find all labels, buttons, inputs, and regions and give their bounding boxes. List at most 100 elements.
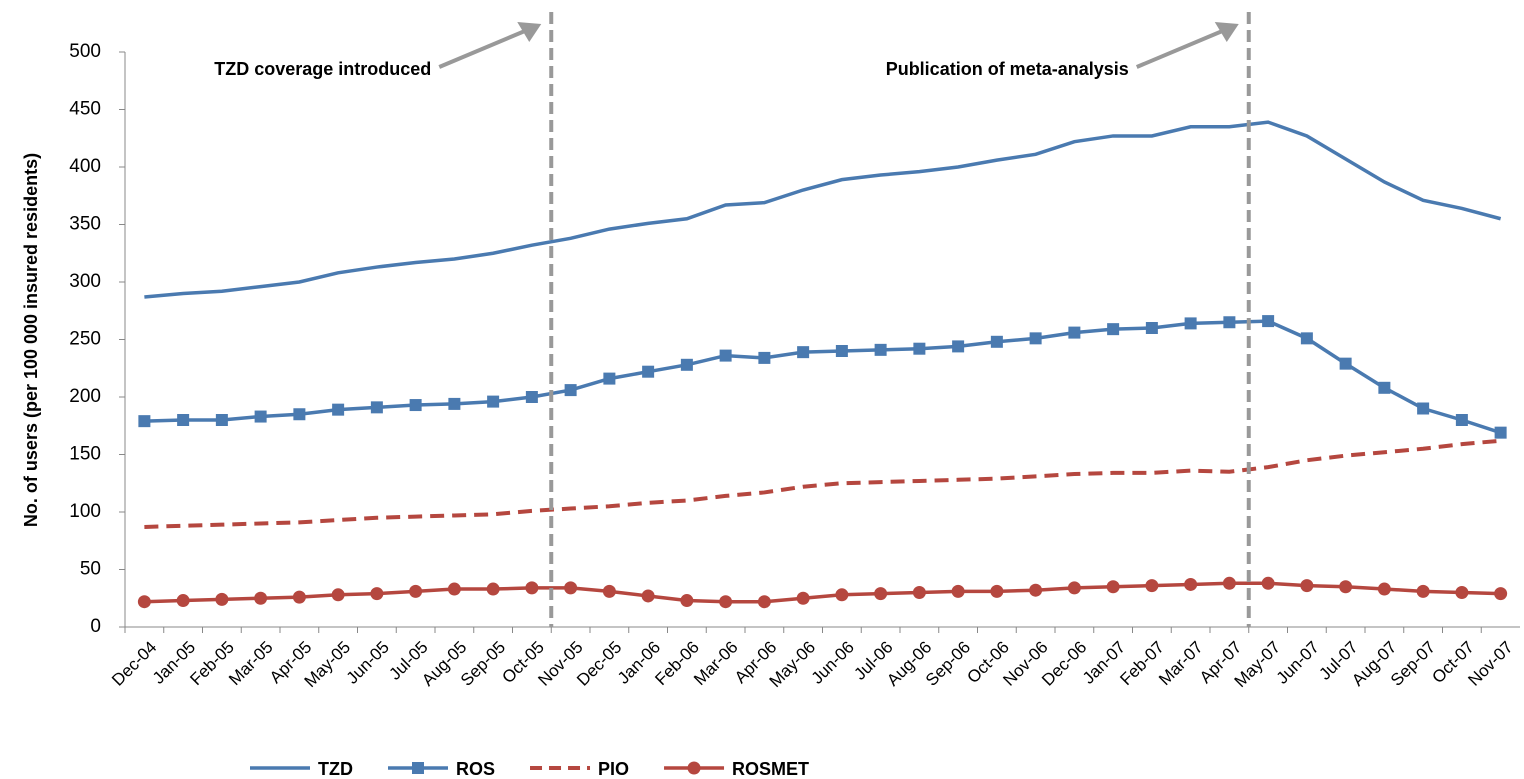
marker bbox=[1107, 323, 1120, 336]
series-line bbox=[144, 319, 1502, 435]
marker bbox=[1339, 580, 1353, 594]
y-tick-label: 150 bbox=[69, 444, 101, 465]
marker bbox=[564, 384, 577, 397]
marker bbox=[215, 414, 228, 426]
marker bbox=[1339, 357, 1352, 370]
marker bbox=[642, 365, 655, 378]
marker bbox=[719, 595, 733, 609]
legend-label: PIO bbox=[598, 759, 629, 779]
marker bbox=[797, 346, 810, 359]
y-tick-label: 200 bbox=[69, 386, 101, 407]
marker bbox=[680, 358, 693, 371]
marker bbox=[1416, 584, 1430, 598]
marker bbox=[758, 351, 771, 364]
marker bbox=[215, 592, 229, 606]
marker bbox=[719, 349, 732, 362]
marker bbox=[176, 594, 190, 608]
marker bbox=[680, 594, 694, 608]
legend-marker bbox=[412, 762, 424, 774]
marker bbox=[1222, 576, 1236, 590]
marker bbox=[137, 595, 151, 609]
annotation: TZD coverage introduced bbox=[214, 59, 431, 79]
marker bbox=[796, 591, 810, 605]
marker bbox=[409, 399, 422, 412]
marker bbox=[370, 587, 384, 601]
y-tick-label: 350 bbox=[69, 214, 101, 235]
marker bbox=[487, 395, 500, 408]
marker bbox=[1300, 332, 1313, 345]
y-tick-label: 50 bbox=[80, 559, 101, 580]
marker bbox=[332, 403, 345, 416]
marker bbox=[1494, 426, 1507, 439]
marker bbox=[331, 588, 345, 602]
x-tick-label: Mar-05 bbox=[225, 638, 277, 690]
series-line bbox=[144, 581, 1501, 604]
marker bbox=[1184, 317, 1197, 330]
marker bbox=[1261, 576, 1275, 590]
marker bbox=[370, 401, 383, 414]
marker bbox=[525, 581, 539, 595]
y-tick-label: 300 bbox=[69, 271, 101, 292]
marker bbox=[603, 372, 616, 385]
marker bbox=[1262, 315, 1275, 328]
marker bbox=[912, 586, 926, 599]
marker bbox=[874, 587, 888, 601]
marker bbox=[1067, 581, 1081, 595]
marker bbox=[1106, 580, 1120, 594]
marker bbox=[1494, 587, 1508, 601]
legend-label: ROS bbox=[456, 759, 495, 779]
y-tick-label: 400 bbox=[69, 156, 101, 177]
marker bbox=[525, 391, 538, 403]
series-line bbox=[144, 438, 1501, 529]
marker bbox=[990, 584, 1004, 598]
marker bbox=[1377, 582, 1391, 596]
marker bbox=[602, 584, 616, 598]
series-line bbox=[144, 120, 1502, 299]
marker bbox=[757, 595, 771, 609]
marker bbox=[1455, 414, 1468, 426]
marker bbox=[835, 588, 849, 602]
marker bbox=[641, 589, 655, 603]
legend-label: ROSMET bbox=[732, 759, 809, 779]
arrow-head bbox=[1214, 22, 1239, 42]
marker bbox=[952, 340, 965, 353]
marker bbox=[254, 591, 268, 605]
legend-marker bbox=[687, 761, 701, 775]
y-tick-label: 0 bbox=[90, 616, 101, 637]
marker bbox=[1068, 326, 1081, 339]
x-tick-label: Jun-07 bbox=[1273, 638, 1323, 688]
marker bbox=[835, 345, 848, 357]
marker bbox=[293, 408, 306, 421]
marker bbox=[1223, 316, 1236, 329]
marker bbox=[447, 582, 461, 596]
marker bbox=[409, 584, 423, 598]
marker bbox=[177, 414, 190, 426]
marker bbox=[1300, 579, 1314, 593]
legend-label: TZD bbox=[318, 759, 353, 779]
marker bbox=[1455, 586, 1469, 599]
marker bbox=[254, 410, 267, 423]
annotation: Publication of meta-analysis bbox=[886, 59, 1129, 79]
marker bbox=[292, 590, 306, 604]
marker bbox=[951, 584, 965, 598]
marker bbox=[1417, 402, 1430, 415]
marker bbox=[448, 397, 461, 410]
marker bbox=[990, 335, 1003, 348]
y-tick-label: 450 bbox=[69, 99, 101, 120]
x-tick-label: Mar-06 bbox=[690, 638, 742, 690]
x-tick-label: Jun-06 bbox=[808, 638, 858, 688]
arrow bbox=[438, 28, 529, 69]
marker bbox=[486, 582, 500, 596]
arrow-head bbox=[517, 22, 542, 42]
marker bbox=[564, 581, 578, 595]
marker bbox=[138, 415, 151, 428]
marker bbox=[1378, 381, 1391, 394]
marker bbox=[1029, 583, 1043, 597]
y-tick-label: 250 bbox=[69, 329, 101, 350]
x-tick-label: Mar-07 bbox=[1155, 638, 1207, 690]
y-axis-label: No. of users (per 100 000 insured reside… bbox=[21, 153, 41, 527]
x-tick-label: Dec-04 bbox=[108, 638, 160, 690]
marker bbox=[1029, 332, 1042, 345]
x-tick-label: Jun-05 bbox=[343, 638, 393, 688]
marker bbox=[1145, 322, 1158, 334]
